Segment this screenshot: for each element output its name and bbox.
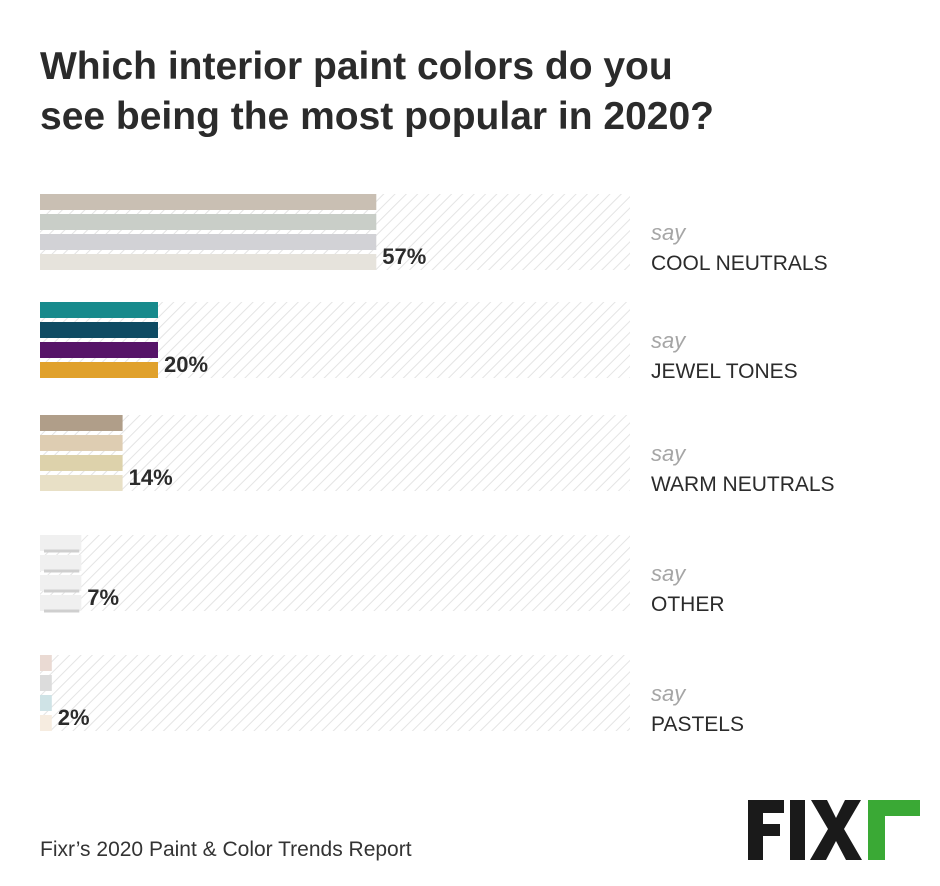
bar-stripe — [40, 475, 123, 491]
legend-prefix: say — [651, 681, 687, 706]
bar-stripe — [40, 342, 158, 358]
bar-stripe — [40, 214, 377, 230]
bar-track — [40, 535, 630, 611]
legend-prefix: say — [651, 328, 687, 353]
source-footer: Fixr’s 2020 Paint & Color Trends Report — [40, 838, 412, 861]
bar-stripe — [40, 194, 377, 210]
bar-stripe — [40, 435, 123, 451]
category-label: PASTELS — [651, 713, 744, 736]
value-label: 57% — [382, 244, 426, 269]
fixr-logo — [748, 800, 920, 860]
bar-stripe — [40, 595, 82, 611]
category-label: JEWEL TONES — [651, 360, 798, 383]
legend-prefix: say — [651, 561, 687, 586]
category-label: WARM NEUTRALS — [651, 473, 835, 496]
bar-stripe — [40, 362, 158, 378]
bar-stripe — [40, 675, 52, 691]
bar-stripe — [40, 655, 52, 671]
bar-track — [40, 415, 630, 491]
bar-stripe — [40, 302, 158, 318]
category-label: OTHER — [651, 593, 725, 616]
chart-title-line-2: see being the most popular in 2020? — [40, 95, 714, 138]
legend-prefix: say — [651, 220, 687, 245]
value-label: 20% — [164, 352, 208, 377]
bar-stripe — [40, 234, 377, 250]
bar-stripe — [40, 575, 82, 591]
bar-stripe — [40, 254, 377, 270]
bar-stripe — [40, 415, 123, 431]
legend-prefix: say — [651, 441, 687, 466]
bar-stripe — [40, 695, 52, 711]
value-label: 7% — [87, 585, 119, 610]
bar-stripe — [40, 555, 82, 571]
bar-stripe — [40, 535, 82, 551]
value-label: 2% — [58, 705, 90, 730]
bar-stripe — [40, 715, 52, 731]
bar-track — [40, 655, 630, 731]
bar-chart: 57% say COOL NEUTRALS 20% say JEWEL TONES 14% s… — [40, 194, 835, 736]
value-label: 14% — [129, 465, 173, 490]
bar-stripe — [40, 455, 123, 471]
chart-title: Which interior paint colors do you see b… — [40, 42, 860, 142]
bar-stripe — [40, 322, 158, 338]
chart-title-line-1: Which interior paint colors do you — [40, 45, 673, 88]
category-label: COOL NEUTRALS — [651, 252, 828, 275]
